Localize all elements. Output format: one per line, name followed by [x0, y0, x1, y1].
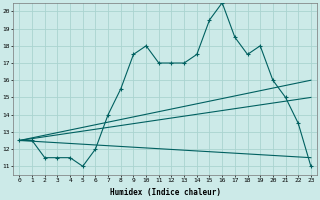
X-axis label: Humidex (Indice chaleur): Humidex (Indice chaleur) — [110, 188, 220, 197]
